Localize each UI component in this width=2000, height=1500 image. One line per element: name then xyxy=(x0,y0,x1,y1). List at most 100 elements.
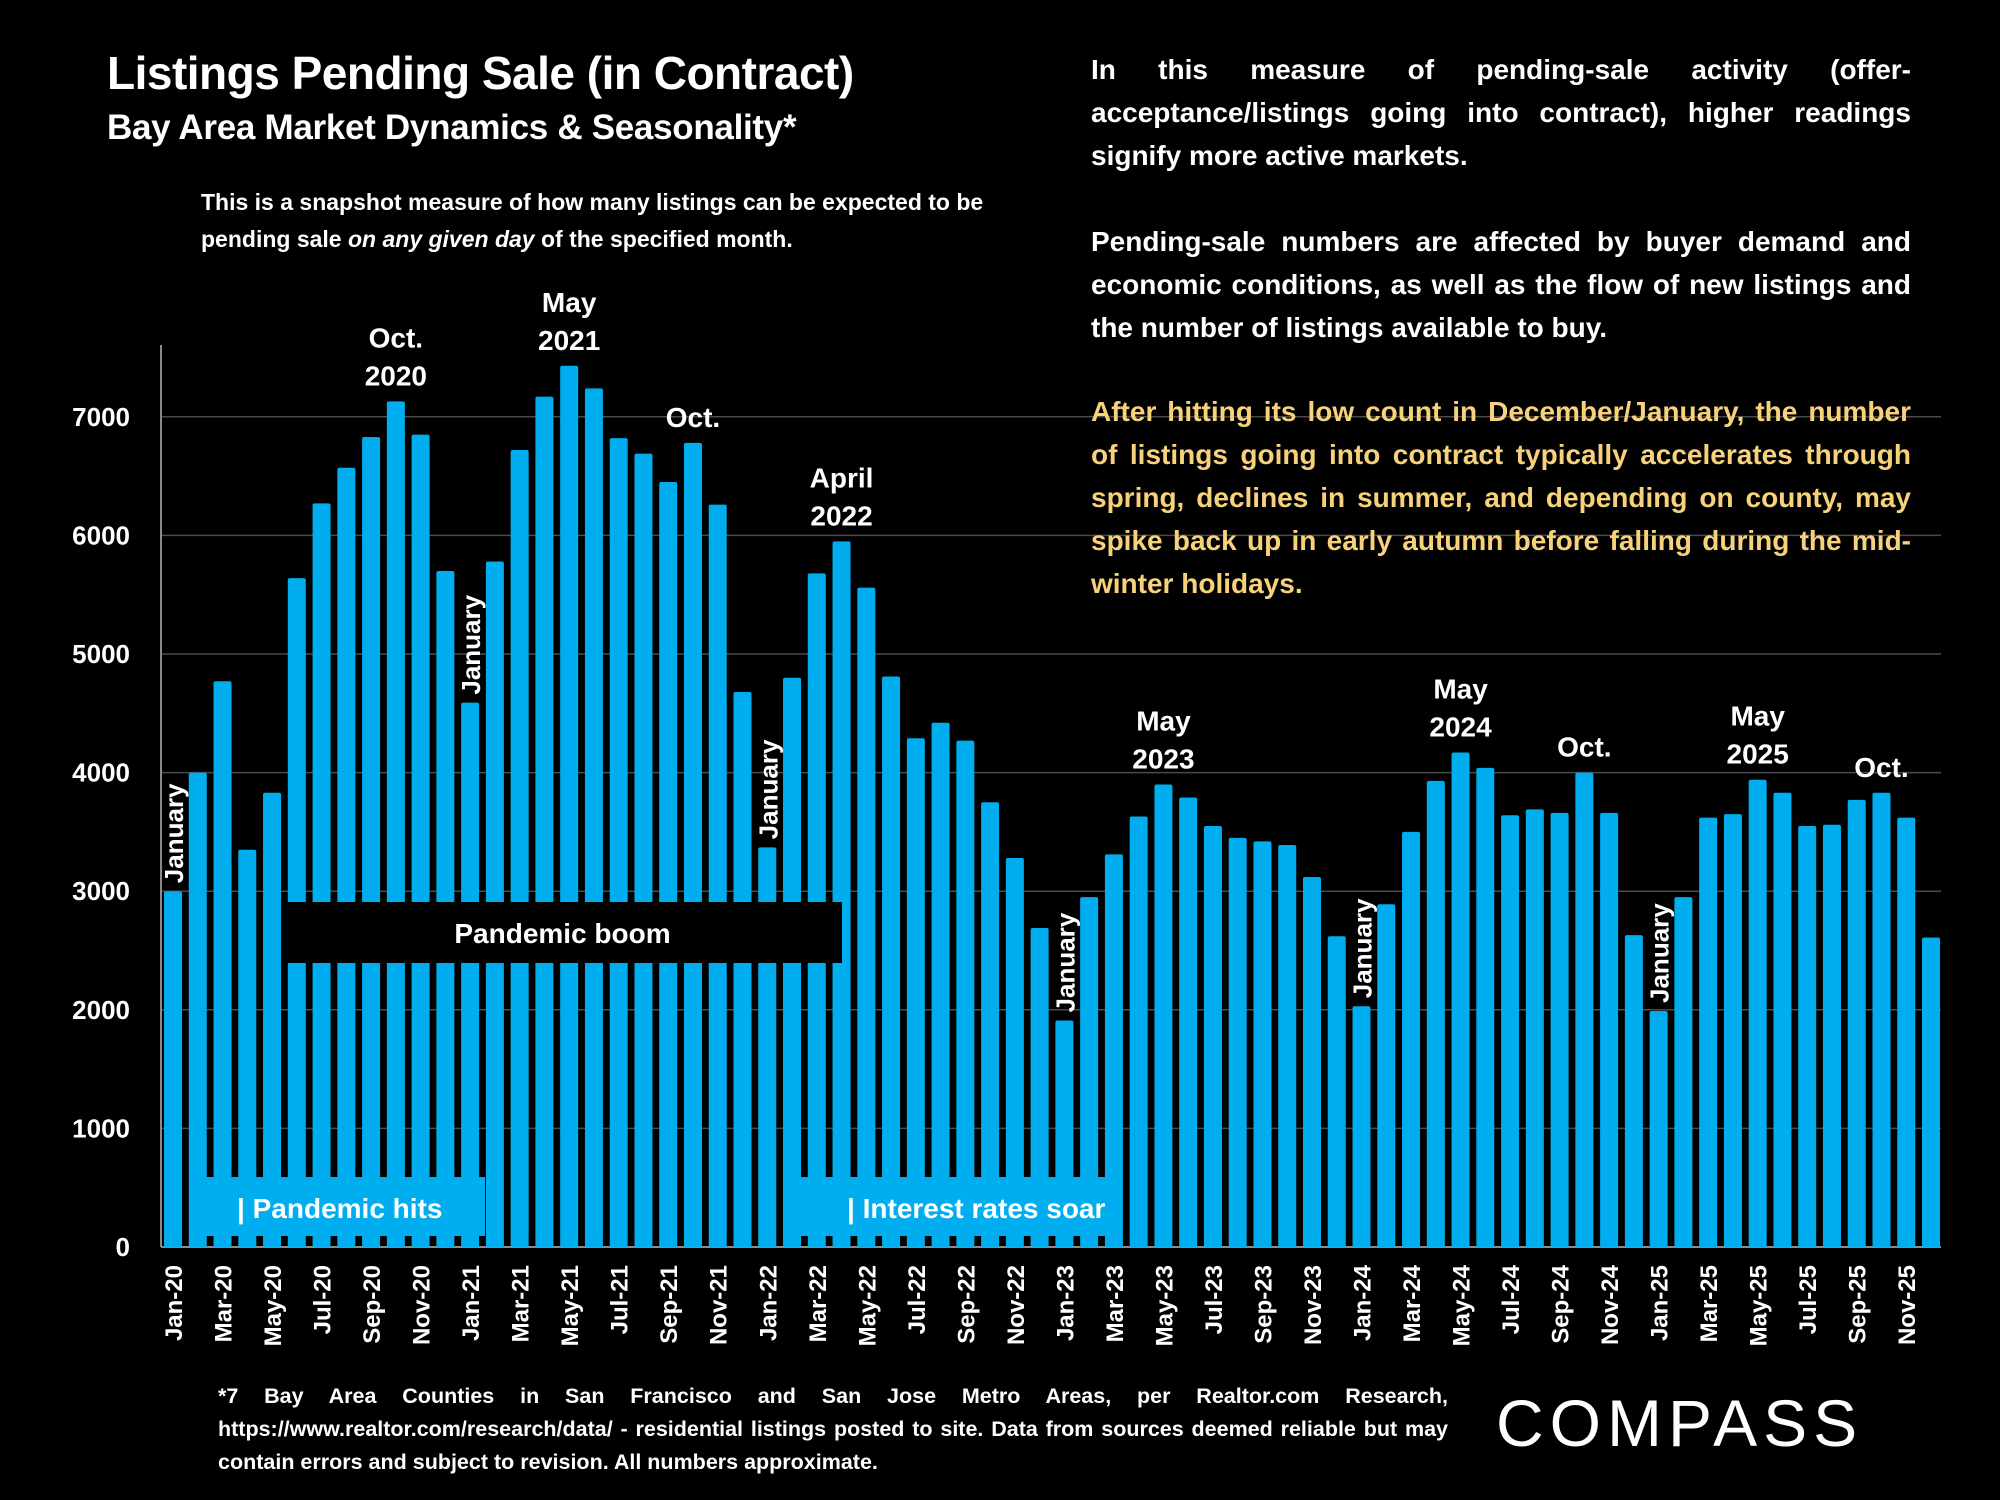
bar-oct-25 xyxy=(1872,792,1891,1247)
y-tick-label: 3000 xyxy=(72,876,130,906)
x-tick-label: Sep-24 xyxy=(1548,1264,1575,1343)
x-tick-label: Nov-20 xyxy=(409,1265,436,1345)
bar-oct-21 xyxy=(683,442,702,1248)
bar-aug-20 xyxy=(337,467,356,1248)
x-tick-label: Jan-23 xyxy=(1052,1265,1079,1341)
x-tick-label: Jul-25 xyxy=(1795,1265,1822,1334)
x-tick-label: Sep-20 xyxy=(359,1265,386,1344)
bar-nov-20 xyxy=(411,434,430,1248)
x-tick-label: Jan-22 xyxy=(755,1265,782,1341)
bar-aug-24 xyxy=(1525,809,1544,1247)
x-tick-label: Jul-24 xyxy=(1498,1264,1525,1334)
bar-jul-25 xyxy=(1798,825,1817,1247)
bar-may-22 xyxy=(857,587,876,1247)
bar-feb-24 xyxy=(1377,904,1396,1247)
bar-mar-24 xyxy=(1402,831,1421,1247)
january-annotation: January xyxy=(1050,912,1080,1012)
bar-sep-23 xyxy=(1253,841,1272,1247)
y-tick-label: 5000 xyxy=(72,639,130,669)
x-tick-label: Jul-20 xyxy=(310,1265,337,1334)
bar-apr-20 xyxy=(238,849,257,1247)
x-tick-label: Sep-22 xyxy=(953,1265,980,1344)
x-tick-label: May-23 xyxy=(1151,1265,1178,1346)
bar-jun-21 xyxy=(584,388,603,1247)
peak-annotation: May xyxy=(1730,701,1785,732)
peak-annotation: 2025 xyxy=(1727,739,1789,770)
x-tick-label: Mar-23 xyxy=(1102,1265,1129,1342)
bar-nov-22 xyxy=(1005,857,1024,1247)
peak-annotation: Oct. xyxy=(666,402,720,433)
bar-jun-23 xyxy=(1179,797,1198,1247)
pandemic-boom-label: Pandemic boom xyxy=(454,918,670,949)
x-tick-label: Nov-24 xyxy=(1597,1264,1624,1345)
peak-annotation: 2020 xyxy=(365,360,427,391)
bar-dec-22 xyxy=(1030,927,1049,1247)
peak-annotation: May xyxy=(542,287,597,318)
x-tick-label: Mar-22 xyxy=(805,1265,832,1342)
bar-jul-20 xyxy=(312,503,331,1247)
compass-logo-text: COMPASS xyxy=(1496,1386,1863,1456)
x-tick-label: Mar-20 xyxy=(211,1265,238,1342)
x-tick-label: Jul-23 xyxy=(1201,1265,1228,1334)
compass-logo: COMPASS xyxy=(1496,1386,1863,1456)
bar-mar-20 xyxy=(213,681,232,1247)
x-tick-label: Jan-24 xyxy=(1350,1264,1377,1341)
x-tick-label: Jan-20 xyxy=(161,1265,188,1341)
bar-jan-21 xyxy=(461,702,480,1247)
x-tick-label: Nov-21 xyxy=(706,1265,733,1345)
bar-may-23 xyxy=(1154,784,1173,1247)
x-tick-label: Jul-21 xyxy=(607,1265,634,1334)
bar-jun-22 xyxy=(882,676,901,1247)
bar-jan-24 xyxy=(1352,1006,1371,1247)
x-tick-label: May-21 xyxy=(557,1265,584,1346)
bar-dec-25 xyxy=(1922,937,1940,1247)
y-tick-label: 4000 xyxy=(72,758,130,788)
bar-aug-22 xyxy=(931,722,950,1247)
peak-annotation: 2022 xyxy=(810,500,872,531)
bar-jun-24 xyxy=(1476,767,1495,1247)
bar-apr-25 xyxy=(1723,814,1742,1247)
commentary-paragraph-2: Pending-sale numbers are affected by buy… xyxy=(1091,226,1911,343)
bar-apr-22 xyxy=(832,541,851,1247)
bar-sep-25 xyxy=(1847,799,1866,1247)
snapshot-prefix: This is a snapshot measure of how many l… xyxy=(201,189,984,252)
peak-annotation: May xyxy=(1433,673,1488,704)
bar-may-21 xyxy=(560,365,579,1247)
bar-aug-21 xyxy=(634,453,653,1247)
pandemic-boom-band xyxy=(283,902,842,963)
bar-aug-25 xyxy=(1822,824,1841,1247)
x-tick-label: May-20 xyxy=(260,1265,287,1346)
y-tick-label: 1000 xyxy=(72,1113,130,1143)
bar-nov-24 xyxy=(1600,812,1619,1247)
bar-apr-23 xyxy=(1129,816,1148,1247)
bar-jan-25 xyxy=(1649,1010,1668,1247)
x-tick-label: May-22 xyxy=(854,1265,881,1346)
bar-jun-25 xyxy=(1773,792,1792,1247)
y-tick-label: 6000 xyxy=(72,520,130,550)
peak-annotation: 2021 xyxy=(538,325,600,356)
bar-aug-23 xyxy=(1228,837,1247,1247)
bar-may-25 xyxy=(1748,779,1767,1247)
bar-mar-21 xyxy=(510,450,529,1247)
bar-apr-21 xyxy=(535,396,554,1247)
peak-annotation: Oct. xyxy=(1854,752,1908,783)
x-tick-label: May-25 xyxy=(1746,1265,1773,1346)
pandemic-hits-band xyxy=(191,1177,485,1236)
bar-apr-24 xyxy=(1426,780,1445,1247)
gridlines xyxy=(160,345,1941,1248)
y-tick-label: 2000 xyxy=(72,995,130,1025)
bar-oct-20 xyxy=(386,401,405,1248)
bar-nov-25 xyxy=(1897,817,1916,1247)
january-annotation: January xyxy=(456,594,486,694)
chart-subtitle: Bay Area Market Dynamics & Seasonality* xyxy=(107,108,797,147)
peak-annotation: April xyxy=(810,462,874,493)
bar-feb-20 xyxy=(188,772,207,1247)
bar-may-20 xyxy=(263,792,282,1247)
bar-nov-21 xyxy=(708,504,727,1248)
january-annotation: January xyxy=(159,783,189,883)
x-tick-label: Jan-21 xyxy=(458,1265,485,1341)
y-tick-label: 0 xyxy=(116,1232,130,1262)
peak-annotation: Oct. xyxy=(369,322,423,353)
commentary-paragraph-1: In this measure of pending-sale activity… xyxy=(1091,54,1911,171)
interest-rates-soar-band xyxy=(801,1177,1120,1236)
